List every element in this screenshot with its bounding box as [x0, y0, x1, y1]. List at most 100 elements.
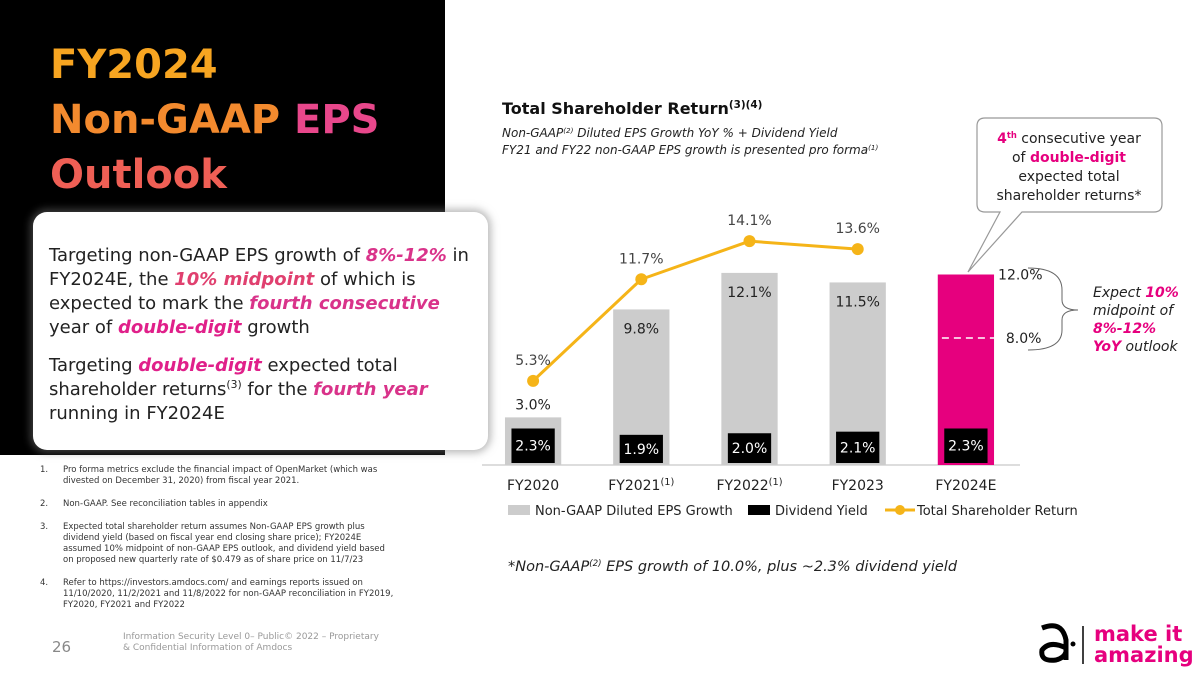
- legend-label: Total Shareholder Return: [916, 504, 1078, 519]
- text-run: (2): [563, 126, 573, 135]
- text-run: Targeting: [49, 355, 139, 376]
- text-run: FY2024: [50, 42, 218, 88]
- footnote: 4. Refer to https://investors.amdocs.com/…: [40, 578, 395, 611]
- text-run: outlook: [1121, 339, 1178, 355]
- text-run: double-digit: [138, 355, 262, 376]
- text-run: double-digit: [117, 317, 242, 338]
- footnote-text: Non-GAAP. See reconciliation tables in a…: [63, 499, 268, 509]
- title-line: Outlook: [50, 148, 379, 203]
- annotation: midpoint of: [1093, 303, 1175, 319]
- text-run: EPS: [294, 97, 380, 143]
- yield-box: [944, 428, 988, 463]
- text-run: double-digit: [1030, 150, 1126, 166]
- line-point: [635, 273, 648, 286]
- legend-label: Non-GAAP Diluted EPS Growth: [535, 504, 733, 519]
- footnote: 2. Non-GAAP. See reconciliation tables in…: [40, 499, 395, 510]
- value-label: 14.1%: [727, 213, 771, 229]
- annotation: 8%-12%: [1093, 321, 1156, 337]
- text-run: in FY2024E, the: [49, 245, 469, 290]
- footnote-number: 1.: [40, 465, 49, 475]
- logo-dot: [1070, 641, 1076, 647]
- line-point: [527, 374, 540, 387]
- text-run: YoY: [1093, 339, 1123, 355]
- x-tick-label: FY2024E: [935, 478, 996, 494]
- text-run: running in FY2024E: [49, 403, 225, 424]
- value-label: 2.0%: [732, 441, 768, 457]
- footnotes: 1. Pro forma metrics exclude the financia…: [40, 465, 395, 623]
- text-run: growth: [241, 317, 310, 338]
- note: *Non-GAAP(2) EPS growth of 10.0%, plus ~…: [508, 559, 958, 575]
- footnote-text: Expected total shareholder return assume…: [63, 522, 385, 565]
- legend-swatch: [748, 505, 770, 515]
- yield-box: [511, 428, 555, 463]
- text-run: midpoint of: [1093, 303, 1175, 319]
- text-run: year of: [49, 317, 118, 338]
- value-label: 12.0%: [998, 268, 1042, 284]
- bubble-text: expected total: [1018, 169, 1119, 185]
- brand-line: make it: [1094, 622, 1182, 646]
- text-run: Expect: [1093, 285, 1145, 301]
- category: FY2020: [507, 478, 559, 494]
- value-label: 1.9%: [624, 442, 660, 458]
- legend-label: Dividend Yield: [775, 504, 868, 519]
- text-run: Non-GAAP: [50, 97, 295, 143]
- yield-box: [727, 433, 772, 463]
- category: FY2021: [608, 478, 660, 494]
- bar: [721, 272, 778, 465]
- text-run: shareholder returns*: [997, 188, 1142, 204]
- callout: Targeting non-GAAP EPS growth of 8%-12% …: [33, 212, 488, 450]
- chart-subtitle: Non-GAAP(2) Diluted EPS Growth YoY % + D…: [502, 126, 838, 141]
- footnote: 1. Pro forma metrics exclude the financia…: [40, 465, 395, 487]
- value-label: 2.3%: [948, 439, 984, 455]
- text-run: EPS growth of 10.0%, plus ~2.3% dividend…: [602, 559, 958, 575]
- logo-mark: [1039, 623, 1069, 663]
- footer-text: Information Security Level 0– Public© 20…: [123, 632, 379, 653]
- bubble-text: shareholder returns*: [997, 188, 1142, 204]
- value-label: 2.3%: [515, 439, 551, 455]
- value-label: 9.8%: [624, 321, 660, 337]
- footnote-text: Refer to https://investors.amdocs.com/ a…: [63, 578, 394, 610]
- logo: make it amazing: [1039, 622, 1194, 667]
- text-run: expected total: [1018, 169, 1119, 185]
- title-line: FY2024: [50, 38, 379, 93]
- category: FY2022: [716, 478, 768, 494]
- annotation: Expect 10%: [1093, 285, 1179, 301]
- text-run: consecutive year: [1017, 131, 1141, 147]
- speech-bubble: [967, 117, 1163, 273]
- text-run: FY21 and FY22 non-GAAP EPS growth is pre…: [502, 143, 868, 157]
- text-run: 10% midpoint: [174, 269, 315, 290]
- value-label: 3.0%: [515, 397, 551, 413]
- chart-title-note: (3)(4): [729, 99, 762, 111]
- bubble-text: 4th consecutive year: [997, 130, 1141, 147]
- value-label: 13.6%: [835, 221, 879, 237]
- legend-swatch: [508, 505, 530, 515]
- chart-title: Total Shareholder Return(3)(4): [502, 99, 762, 118]
- text-run: (3): [226, 378, 242, 391]
- text-run: *Non-GAAP: [508, 559, 589, 575]
- text-run: 10%: [1145, 285, 1179, 301]
- text-run: expected total shareholder returns: [49, 355, 398, 400]
- footnote-number: 2.: [40, 499, 49, 509]
- legend-swatch: [895, 505, 905, 515]
- x-tick-label: FY2023: [832, 478, 884, 494]
- text-run: Outlook: [50, 152, 227, 198]
- line-point: [743, 235, 756, 248]
- footnote-number: 3.: [40, 522, 49, 532]
- text-run: Non-GAAP: [502, 126, 564, 140]
- bracket: [1027, 267, 1079, 351]
- text-run: fourth year: [313, 379, 428, 400]
- chart-subtitle: FY21 and FY22 non-GAAP EPS growth is pre…: [502, 143, 878, 158]
- x-tick-label: FY2020: [507, 478, 559, 494]
- text-run: 8%-12%: [365, 245, 447, 266]
- value-label: 12.1%: [727, 285, 771, 301]
- text-run: 4: [997, 131, 1007, 147]
- footnote-number: 4.: [40, 578, 49, 588]
- yield-box: [836, 431, 880, 463]
- x-tick-label: FY2022(1): [716, 477, 782, 495]
- footnote: 3. Expected total shareholder return assu…: [40, 522, 395, 566]
- range-label: 8.0%: [1006, 331, 1042, 347]
- text-run: (2): [589, 559, 601, 569]
- page-number: 26: [52, 638, 72, 656]
